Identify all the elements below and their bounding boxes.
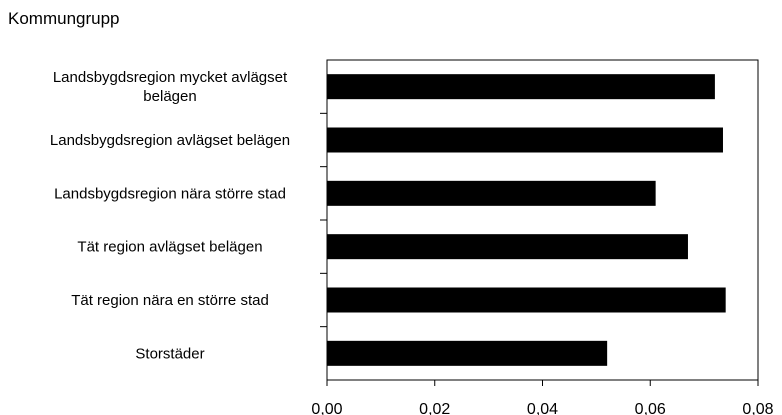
x-tick-label: 0,04	[527, 401, 558, 415]
category-label-line: Landsbygdsregion mycket avlägset	[53, 69, 288, 86]
category-label: Tät region nära en större stad	[71, 292, 269, 309]
category-label-line: Tät region nära en större stad	[71, 292, 269, 309]
chart-heading: Kommungrupp	[8, 9, 120, 28]
category-label: Landsbygdsregion avlägset belägen	[50, 132, 290, 149]
x-tick-label: 0,00	[311, 401, 342, 415]
bar	[327, 287, 726, 313]
bar	[327, 127, 723, 153]
bar	[327, 180, 656, 206]
category-label-line: Landsbygdsregion avlägset belägen	[50, 132, 290, 149]
bar	[327, 340, 608, 366]
category-label: Landsbygdsregion nära större stad	[54, 185, 286, 202]
category-label: Landsbygdsregion mycket avlägset belägen	[53, 69, 288, 105]
category-label: Tät region avlägset belägen	[77, 239, 262, 256]
x-tick-label: 0,08	[742, 401, 773, 415]
category-label-line: Tät region avlägset belägen	[77, 239, 262, 256]
x-tick-label: 0,02	[419, 401, 450, 415]
category-label-line: belägen	[143, 88, 196, 105]
category-label: Storstäder	[135, 345, 204, 362]
category-label-line: Landsbygdsregion nära större stad	[54, 185, 286, 202]
plot-area-border	[326, 59, 759, 381]
bar	[327, 234, 688, 260]
category-label-line: Storstäder	[135, 345, 204, 362]
bar	[327, 74, 715, 100]
x-tick-label: 0,06	[635, 401, 666, 415]
